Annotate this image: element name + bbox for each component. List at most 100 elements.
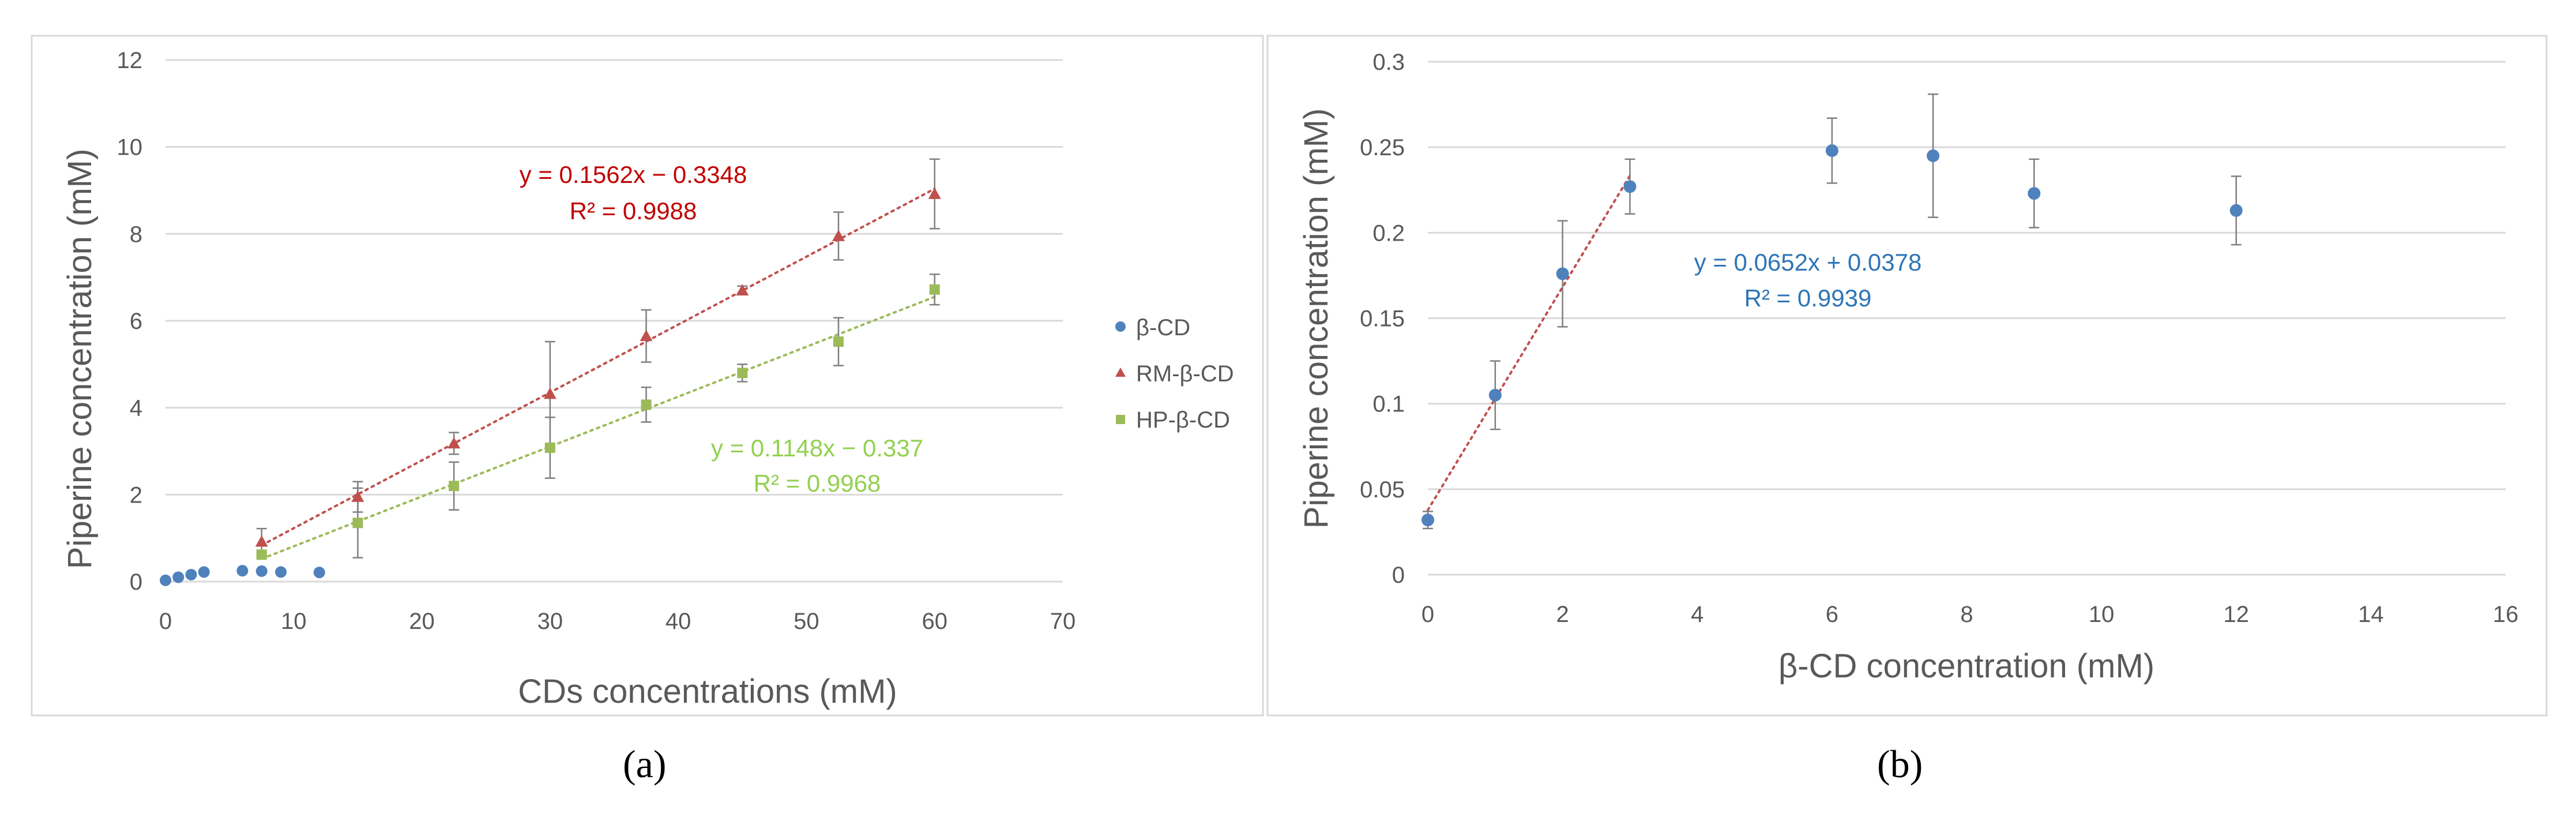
x-tick-label: 60 [922, 609, 947, 634]
chart-a-rm-r2: R² = 0.9988 [570, 197, 697, 224]
chart-a: 0 2 4 6 8 10 12 0 10 20 30 40 50 60 70 CDs concentrati… [61, 48, 1234, 710]
x-tick-label: 4 [1691, 602, 1703, 627]
chart-b-equation: y = 0.0652x + 0.0378 [1694, 249, 1922, 276]
chart-b-markers [1421, 144, 2243, 527]
legend-label-beta-cd: β-CD [1136, 315, 1190, 340]
legend-item-hp-beta-cd[interactable]: HP-β-CD [1116, 407, 1230, 433]
point-rm-beta-cd [543, 387, 556, 399]
point-hp-beta-cd [256, 549, 267, 560]
point-hp-beta-cd [737, 368, 748, 378]
point-rm-beta-cd [640, 329, 653, 342]
chart-b-r2: R² = 0.9939 [1744, 284, 1872, 312]
x-tick-label: 6 [1826, 602, 1838, 627]
x-tick-label: 40 [665, 609, 691, 634]
legend-marker-hp-beta-cd [1116, 415, 1125, 424]
legend-item-beta-cd[interactable]: β-CD [1115, 315, 1190, 340]
point-beta-cd [1927, 149, 1940, 162]
point-rm-beta-cd [736, 284, 749, 296]
point-beta-cd [198, 566, 210, 578]
point-beta-cd [2229, 204, 2243, 217]
chart-a-markers [160, 188, 941, 586]
y-tick-label: 0.15 [1360, 306, 1405, 332]
x-tick-label: 16 [2493, 602, 2519, 627]
point-beta-cd [2028, 187, 2041, 200]
y-tick-label: 0.05 [1360, 477, 1405, 503]
point-beta-cd [1488, 388, 1502, 402]
point-rm-beta-cd [928, 188, 941, 199]
y-tick-label: 0.25 [1360, 135, 1405, 160]
legend-label-hp-beta-cd: HP-β-CD [1136, 407, 1230, 433]
chart-a-y-axis-label: Piperine concentration (mM) [61, 149, 99, 569]
chart-b-frame [1266, 35, 2548, 717]
point-beta-cd [1825, 144, 1838, 158]
point-beta-cd [160, 574, 171, 586]
chart-a-legend: β-CD RM-β-CD HP-β-CD [1115, 315, 1234, 433]
point-hp-beta-cd [352, 518, 363, 529]
legend-marker-rm-beta-cd [1115, 368, 1126, 377]
point-hp-beta-cd [544, 442, 555, 453]
legend-label-rm-beta-cd: RM-β-CD [1136, 361, 1234, 387]
panel-label-a: (a) [623, 742, 667, 786]
point-rm-beta-cd [351, 490, 364, 502]
x-tick-label: 70 [1050, 609, 1076, 634]
chart-a-hp-equation: y = 0.1148x − 0.337 [711, 434, 923, 462]
y-tick-label: 0.3 [1372, 50, 1405, 75]
point-beta-cd [275, 566, 287, 578]
y-tick-label: 12 [117, 48, 143, 73]
chart-a-rm-equation: y = 0.1562x − 0.3348 [520, 161, 747, 188]
x-tick-label: 14 [2358, 602, 2384, 627]
point-beta-cd [185, 568, 197, 580]
chart-b-trendlines [1427, 174, 1631, 511]
point-hp-beta-cd [641, 399, 652, 410]
chart-a-trendlines [260, 188, 936, 560]
y-tick-label: 4 [130, 396, 142, 421]
y-tick-label: 0.2 [1372, 220, 1405, 246]
x-tick-label: 20 [409, 609, 435, 634]
point-beta-cd [236, 565, 249, 577]
x-tick-label: 10 [281, 609, 307, 634]
x-tick-label: 2 [1556, 602, 1569, 627]
y-tick-label: 6 [130, 309, 142, 334]
point-rm-beta-cd [832, 230, 845, 241]
point-beta-cd [1421, 514, 1434, 527]
y-tick-label: 10 [117, 135, 143, 160]
legend-item-rm-beta-cd[interactable]: RM-β-CD [1115, 361, 1234, 387]
point-beta-cd [172, 571, 185, 583]
y-tick-label: 0.1 [1372, 392, 1405, 417]
point-rm-beta-cd [255, 535, 268, 547]
chart-b-x-axis-label: β-CD concentration (mM) [1778, 647, 2154, 685]
x-tick-label: 0 [1421, 602, 1434, 627]
x-tick-label: 10 [2089, 602, 2115, 627]
point-hp-beta-cd [833, 336, 844, 347]
chart-b-y-axis-label: Piperine concentration (mM) [1298, 108, 1335, 529]
y-tick-label: 0 [130, 569, 142, 595]
chart-a-frame [31, 35, 1264, 717]
chart-b-gridlines [1428, 61, 2506, 576]
legend-marker-beta-cd [1115, 321, 1126, 332]
x-tick-label: 0 [159, 609, 172, 634]
chart-a-tick-labels: 0 2 4 6 8 10 12 0 10 20 30 40 50 60 70 [117, 48, 1076, 634]
point-beta-cd [1556, 267, 1569, 280]
x-tick-label: 12 [2224, 602, 2250, 627]
chart-a-x-axis-label: CDs concentrations (mM) [518, 673, 897, 710]
x-tick-label: 8 [1960, 602, 1973, 627]
chart-a-gridlines [166, 59, 1063, 583]
x-tick-label: 30 [537, 609, 563, 634]
x-tick-label: 50 [794, 609, 819, 634]
point-rm-beta-cd [447, 437, 461, 449]
trendline-hp-beta-cd [260, 295, 936, 560]
point-hp-beta-cd [929, 284, 940, 295]
chart-b: 0 0.05 0.1 0.15 0.2 0.25 0.3 0 2 4 6 8 10 12 14 16 β-CD… [1298, 50, 2518, 685]
point-beta-cd [1623, 180, 1637, 193]
y-tick-label: 2 [130, 482, 142, 508]
trendline-rm-beta-cd [260, 188, 936, 546]
y-tick-label: 8 [130, 222, 142, 247]
panel-label-b: (b) [1877, 742, 1923, 786]
point-hp-beta-cd [449, 481, 460, 492]
y-tick-label: 0 [1392, 563, 1405, 588]
chart-a-hp-r2: R² = 0.9968 [754, 470, 881, 497]
chart-b-tick-labels: 0 0.05 0.1 0.15 0.2 0.25 0.3 0 2 4 6 8 10 12 14 16 [1360, 50, 2518, 627]
point-beta-cd [255, 565, 268, 577]
point-beta-cd [313, 567, 325, 579]
